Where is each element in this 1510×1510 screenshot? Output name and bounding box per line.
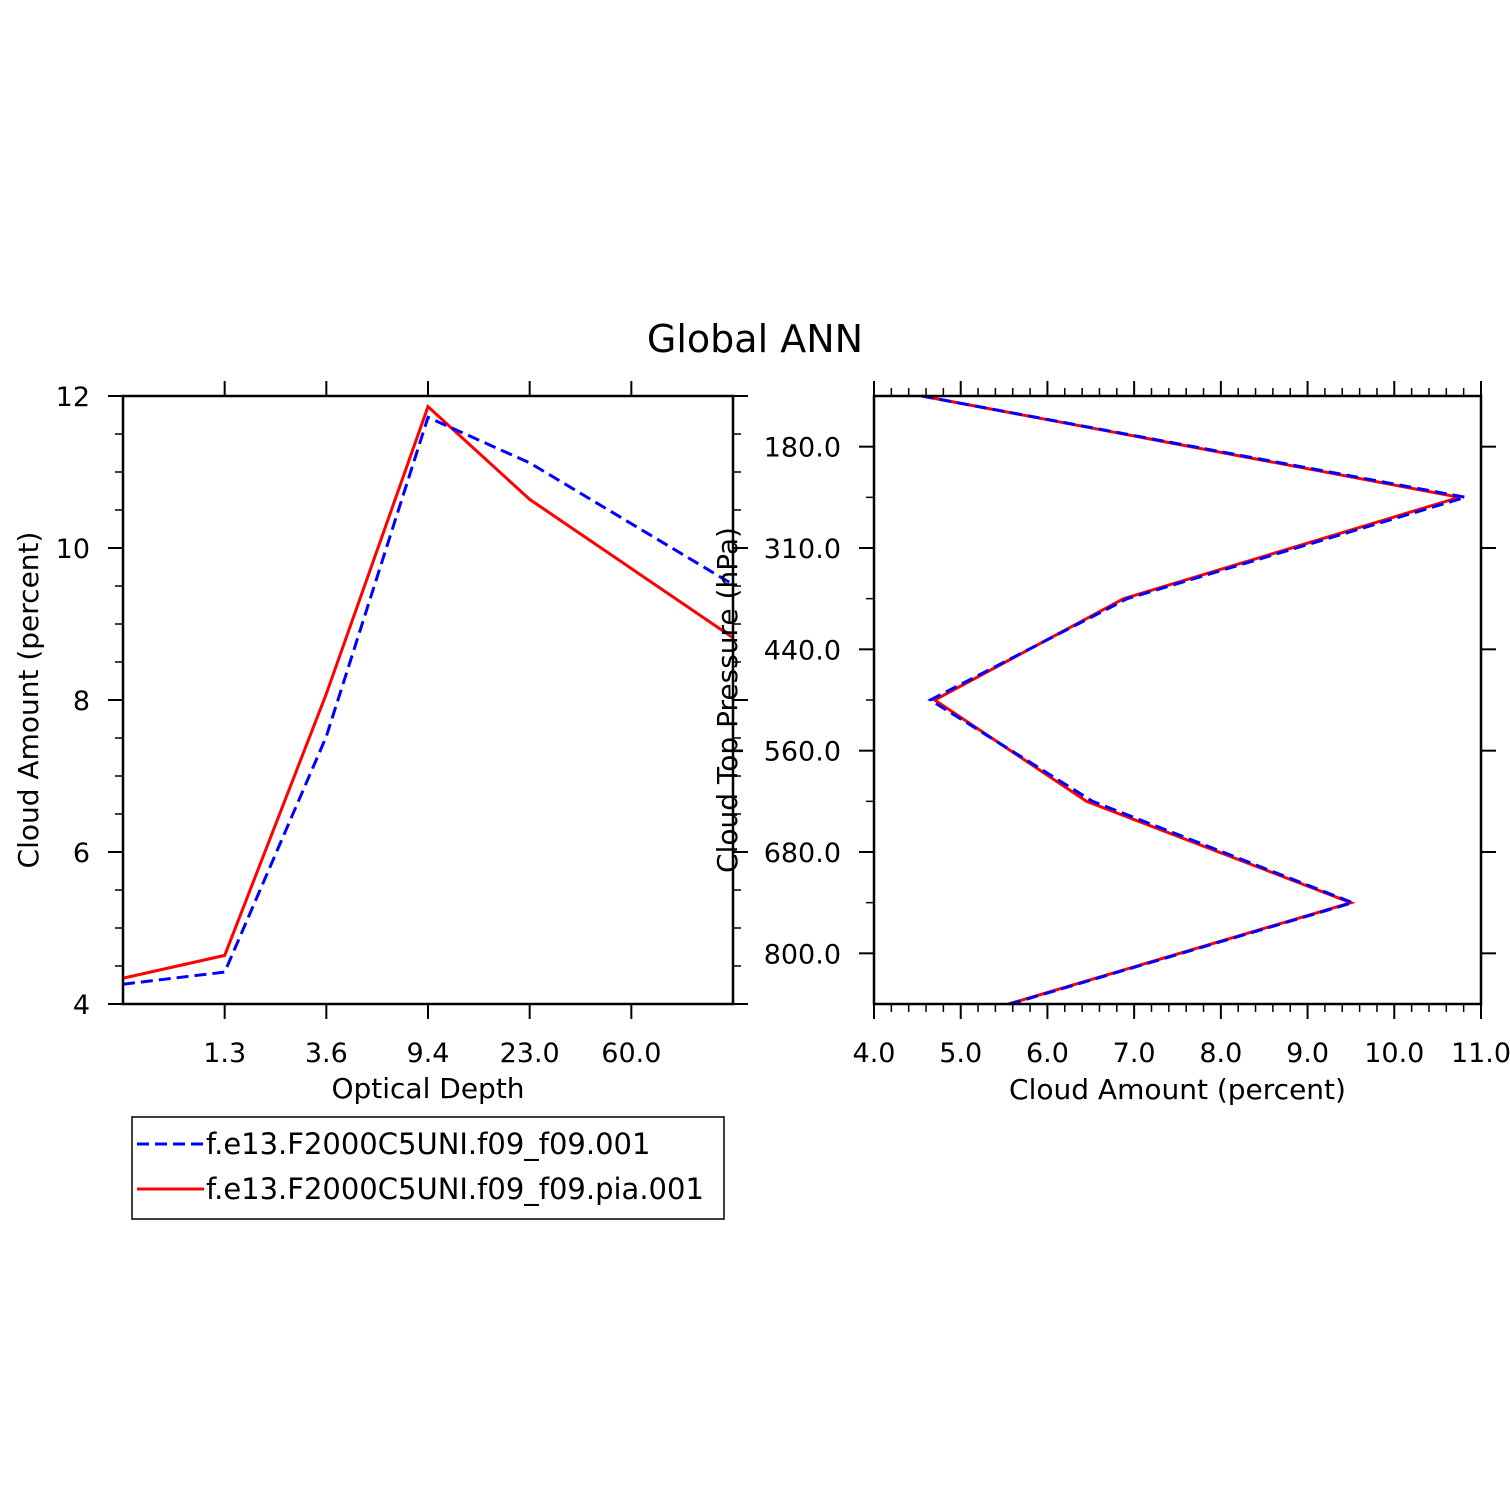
left-series-line-1	[122, 415, 734, 986]
left-x-tick-label: 23.0	[500, 1038, 560, 1069]
left-y-tick-label: 6	[73, 838, 90, 869]
right-x-tick-label: 4.0	[853, 1038, 896, 1069]
legend-label-series-1: f.e13.F2000C5UNI.f09_f09.001	[206, 1127, 650, 1161]
right-series-line-2	[921, 394, 1460, 1006]
left-x-tick-label: 3.6	[305, 1038, 348, 1069]
chart-title: Global ANN	[647, 317, 863, 361]
left-y-tick-label: 12	[56, 382, 90, 413]
left-x-tick-label: 60.0	[601, 1038, 661, 1069]
right-x-tick-label: 11.0	[1451, 1038, 1510, 1069]
left-plot-frame	[121, 394, 735, 1006]
legend: f.e13.F2000C5UNI.f09_f09.001 f.e13.F2000…	[131, 1116, 725, 1220]
left-x-tick-label: 9.4	[407, 1038, 450, 1069]
left-x-tick-label: 1.3	[203, 1038, 246, 1069]
left-y-tick-label: 4	[73, 990, 90, 1021]
right-x-tick-label: 7.0	[1113, 1038, 1156, 1069]
left-y-axis-label: Cloud Amount (percent)	[12, 532, 45, 869]
right-y-tick-label: 560.0	[764, 737, 841, 768]
left-panel-optical-depth: 4 6 8 10 12 1.3 3.6 9.4 23.0 60.0 Optical Depth Clo…	[12, 381, 748, 1105]
right-series-line-1	[921, 394, 1466, 1006]
left-x-axis-label: Optical Depth	[331, 1072, 524, 1105]
right-x-axis-label: Cloud Amount (percent)	[1009, 1073, 1346, 1106]
right-y-tick-label: 800.0	[764, 939, 841, 970]
right-x-tick-label: 6.0	[1026, 1038, 1069, 1069]
right-x-tick-label: 5.0	[939, 1038, 982, 1069]
left-y-tick-label: 8	[73, 686, 90, 717]
right-x-tick-label: 10.0	[1364, 1038, 1424, 1069]
legend-box	[131, 1116, 725, 1220]
left-y-tick-label: 10	[56, 534, 90, 565]
right-plot-frame	[872, 394, 1483, 1006]
legend-label-series-2: f.e13.F2000C5UNI.f09_f09.pia.001	[206, 1172, 704, 1206]
right-panel-cloud-top-pressure: 4.0 5.0 6.0 7.0 8.0 9.0 10.0 11.0 180.0 310.0 440.…	[711, 381, 1510, 1106]
right-y-tick-label: 680.0	[764, 838, 841, 869]
right-y-tick-label: 180.0	[764, 433, 841, 464]
right-x-tick-label: 8.0	[1199, 1038, 1242, 1069]
right-y-tick-label: 440.0	[764, 635, 841, 666]
left-series-line-2	[122, 403, 734, 980]
right-y-tick-label: 310.0	[764, 534, 841, 565]
right-y-axis-label: Cloud Top Pressure (hPa)	[711, 527, 744, 873]
right-x-tick-label: 9.0	[1286, 1038, 1329, 1069]
